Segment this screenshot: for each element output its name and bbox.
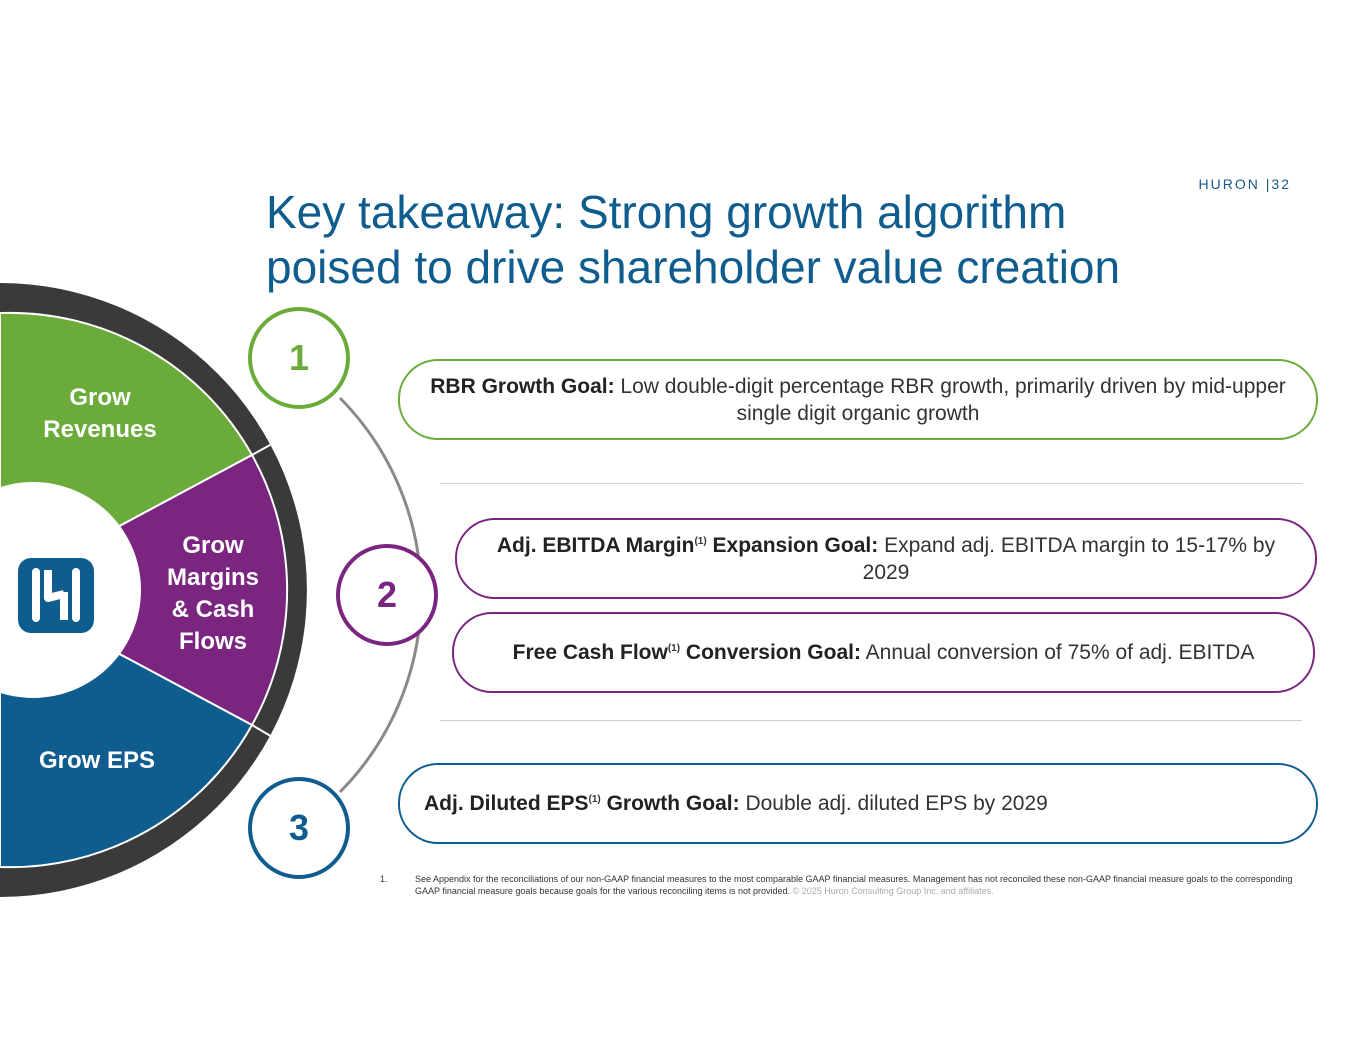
goal-fcf-conversion: Free Cash Flow(1) Conversion Goal: Annua… bbox=[452, 612, 1315, 693]
step-2-circle: 2 bbox=[336, 544, 438, 646]
page-title: Key takeaway: Strong growth algorithm po… bbox=[266, 186, 1121, 293]
step-1-circle: 1 bbox=[248, 307, 350, 409]
wedge-label-revenues: Grow Revenues bbox=[43, 384, 157, 443]
divider-1 bbox=[440, 483, 1302, 484]
footnote-text: See Appendix for the reconciliations of … bbox=[415, 874, 1293, 896]
step-3-circle: 3 bbox=[248, 777, 350, 879]
brand-page-number: HURON |32 bbox=[1198, 176, 1291, 192]
goal-rbr-growth: RBR Growth Goal: Low double-digit percen… bbox=[398, 359, 1318, 440]
copyright: © 2025 Huron Consulting Group Inc. and a… bbox=[792, 886, 994, 896]
huron-logo-icon bbox=[18, 558, 94, 633]
wedge-grow-margins bbox=[0, 453, 289, 727]
goal-ebitda-margin: Adj. EBITDA Margin(1) Expansion Goal: Ex… bbox=[455, 518, 1317, 599]
footnote: 1. See Appendix for the reconciliations … bbox=[380, 873, 1300, 897]
footnote-number: 1. bbox=[380, 874, 388, 884]
wedge-label-margins: Grow Margins & Cash Flows bbox=[166, 532, 259, 655]
growth-wheel bbox=[0, 283, 423, 897]
goal-eps-growth: Adj. Diluted EPS(1) Growth Goal: Double … bbox=[398, 763, 1318, 844]
wedge-label-eps: Grow EPS bbox=[38, 747, 156, 774]
divider-2 bbox=[440, 720, 1302, 721]
